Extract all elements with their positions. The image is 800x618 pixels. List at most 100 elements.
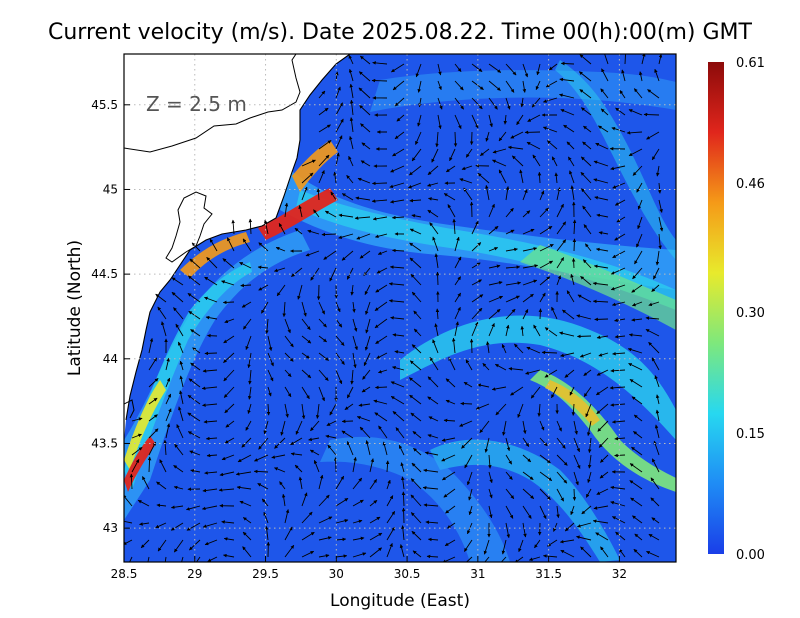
velocity-arrow — [378, 369, 388, 374]
velocity-arrow — [465, 148, 473, 158]
velocity-arrow — [294, 227, 303, 235]
velocity-arrow — [551, 156, 558, 167]
velocity-arrow — [587, 437, 592, 453]
velocity-arrow — [392, 80, 405, 91]
velocity-arrow — [586, 420, 592, 436]
velocity-arrow — [278, 223, 286, 235]
velocity-arrow — [582, 259, 592, 269]
velocity-arrow — [375, 335, 388, 345]
velocity-arrow — [190, 329, 201, 337]
velocity-arrow — [556, 454, 568, 466]
speed-shading — [180, 232, 250, 278]
velocity-arrow — [556, 505, 560, 519]
velocity-arrow — [646, 551, 660, 558]
velocity-arrow — [359, 250, 371, 259]
velocity-arrow — [356, 415, 371, 422]
velocity-arrow — [647, 89, 660, 99]
velocity-arrow — [410, 512, 422, 524]
velocity-arrow — [148, 337, 154, 354]
velocity-arrow — [369, 547, 382, 558]
velocity-arrow — [556, 488, 565, 502]
velocity-arrow — [360, 123, 371, 133]
velocity-arrow — [417, 80, 422, 93]
velocity-arrow — [651, 517, 660, 524]
velocity-arrow — [428, 416, 439, 422]
velocity-arrow — [239, 261, 252, 269]
velocity-arrow — [579, 352, 592, 358]
velocity-arrow — [413, 328, 422, 337]
velocity-arrow — [611, 127, 626, 133]
velocity-arrow — [632, 267, 643, 280]
velocity-arrow — [633, 548, 643, 558]
lake-outline — [124, 54, 301, 153]
velocity-arrow — [242, 318, 252, 330]
velocity-arrow — [263, 511, 269, 524]
speed-shading — [400, 315, 676, 440]
velocity-arrow — [448, 356, 456, 371]
velocity-arrow — [204, 296, 218, 303]
velocity-arrow — [399, 544, 405, 558]
velocity-arrow — [335, 475, 345, 490]
velocity-arrow — [566, 290, 575, 303]
velocity-arrow — [202, 488, 218, 493]
x-axis-ticks: 28.5 29 29.5 30 30.5 31 31.5 32 — [111, 556, 627, 581]
velocity-arrow — [382, 441, 388, 456]
velocity-arrow — [223, 369, 235, 382]
velocity-arrow — [435, 271, 440, 286]
velocity-arrow — [425, 520, 439, 525]
velocity-arrow — [147, 556, 150, 562]
velocity-arrow — [432, 339, 439, 354]
velocity-arrow — [395, 427, 405, 439]
velocity-arrow — [437, 63, 442, 76]
speed-shading — [555, 60, 676, 260]
velocity-arrow — [556, 221, 567, 235]
velocity-arrow — [156, 481, 167, 490]
velocity-arrow — [415, 63, 422, 78]
velocity-arrow — [522, 279, 538, 286]
velocity-arrow — [510, 386, 524, 396]
velocity-arrow — [522, 247, 538, 252]
velocity-arrow — [546, 140, 558, 150]
velocity-arrow — [539, 225, 553, 235]
velocity-arrow — [372, 216, 388, 221]
velocity-arrow — [170, 522, 184, 531]
colorbar-tick-label: 0.46 — [736, 177, 765, 192]
velocity-arrow — [247, 352, 252, 369]
velocity-arrow — [423, 503, 439, 507]
velocity-arrow — [517, 403, 524, 418]
velocity-arrow — [359, 426, 371, 439]
velocity-arrow — [253, 469, 269, 474]
velocity-arrow — [377, 250, 388, 255]
velocity-arrow — [560, 549, 575, 558]
velocity-arrow — [645, 316, 660, 320]
velocity-arrow — [615, 531, 626, 541]
velocity-arrow — [480, 148, 490, 157]
velocity-arrow — [610, 403, 626, 407]
velocity-arrow — [427, 165, 439, 176]
velocity-arrow — [654, 424, 660, 439]
velocity-arrow — [435, 308, 440, 320]
velocity-arrow — [301, 403, 306, 420]
velocity-arrow — [388, 299, 405, 303]
velocity-arrow — [352, 456, 357, 473]
velocity-arrow — [192, 347, 201, 354]
velocity-arrow — [443, 193, 456, 201]
velocity-arrow — [614, 233, 626, 241]
velocity-arrow — [604, 54, 609, 65]
velocity-arrow — [505, 522, 511, 539]
velocity-arrow — [651, 284, 660, 292]
velocity-arrow — [401, 525, 405, 541]
velocity-arrow — [424, 451, 439, 456]
velocity-arrow — [375, 233, 388, 239]
velocity-arrow — [148, 357, 158, 371]
velocity-arrow — [394, 97, 405, 107]
velocity-arrow — [358, 71, 371, 82]
velocity-arrow — [361, 386, 371, 393]
velocity-arrow — [505, 471, 513, 480]
velocity-arrow — [365, 318, 371, 334]
velocity-arrow — [559, 331, 575, 337]
velocity-arrow — [573, 420, 578, 435]
velocity-arrow — [454, 97, 465, 110]
velocity-arrow — [131, 459, 140, 473]
velocity-arrow — [520, 97, 524, 108]
